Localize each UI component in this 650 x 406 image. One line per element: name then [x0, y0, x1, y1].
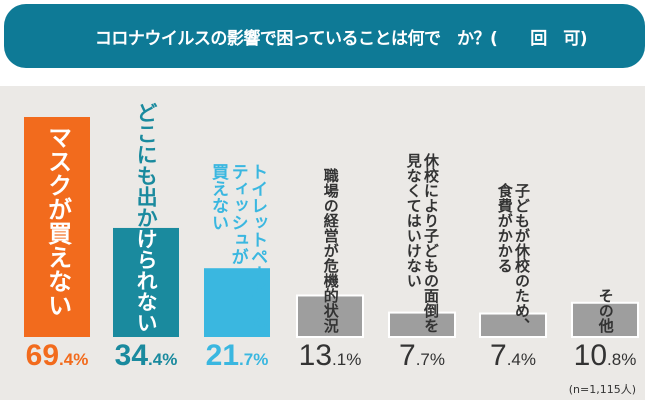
value-label: 34.4% — [101, 339, 191, 378]
value-label: 7.7% — [377, 339, 467, 378]
bar-2 — [204, 268, 270, 337]
category-label: どこにも出かけられない — [134, 102, 159, 333]
value-decimal: .4% — [59, 350, 89, 369]
value-integer: 13 — [298, 339, 333, 372]
value-integer: 69 — [25, 339, 60, 372]
chart-title: コロナウイルスの影響で困っていることは何で か？( 回 可) — [61, 29, 588, 49]
chart-panel — [0, 86, 645, 400]
value-decimal: .1% — [332, 350, 362, 369]
category-label: 職場の経営が危機的状況 — [321, 168, 340, 333]
category-label: マスクが買えない — [43, 125, 72, 317]
bar-6 — [571, 301, 639, 339]
sample-size-note: (n=1,115人) — [568, 383, 636, 396]
category-label: 休校により子どもの面倒を 見なくてはいけない — [404, 153, 440, 333]
value-integer: 34 — [114, 339, 149, 372]
value-label: 10.8% — [560, 339, 650, 378]
value-decimal: .8% — [607, 350, 637, 369]
title-banner: コロナウイルスの影響で困っていることは何で か？( 回 可) — [4, 4, 645, 68]
value-integer: 7 — [399, 339, 416, 372]
value-integer: 21 — [205, 339, 240, 372]
bar-5 — [479, 312, 547, 338]
value-label: 21.7% — [192, 339, 282, 378]
value-label: 69.4% — [12, 339, 102, 378]
bar-1 — [113, 227, 179, 337]
value-label: 13.1% — [285, 339, 375, 378]
value-decimal: .7% — [415, 350, 445, 369]
value-label: 7.4% — [468, 339, 558, 378]
value-decimal: .4% — [506, 350, 536, 369]
bar-0 — [24, 117, 90, 337]
bar-3 — [296, 294, 364, 339]
category-label: その他 — [596, 288, 615, 333]
category-label: トイレットペーパーや ティッシュが 買えない — [208, 163, 268, 333]
value-decimal: .4% — [148, 350, 178, 369]
category-label: 子どもが休校のため、 食費がかかる — [495, 183, 531, 333]
value-integer: 7 — [490, 339, 507, 372]
value-integer: 10 — [573, 339, 608, 372]
value-decimal: .7% — [239, 350, 269, 369]
bar-4 — [388, 311, 456, 339]
